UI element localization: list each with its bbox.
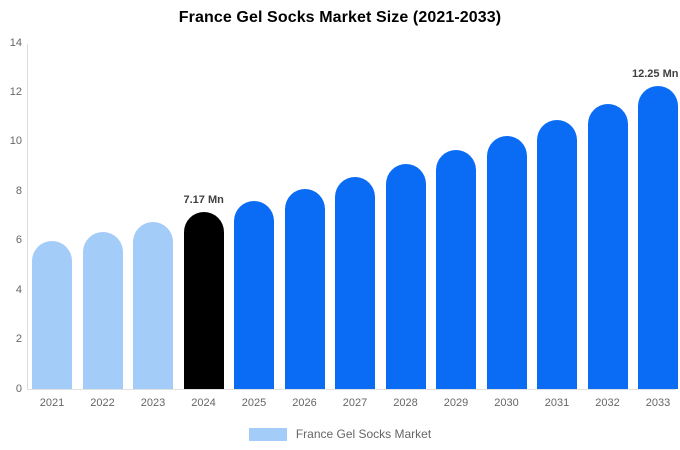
x-axis-labels: 2021 2022 2023 2024 2025 2026 2027 2028 2029 2030… [32,397,678,409]
y-tick-label: 0 [15,382,22,395]
bar-2024 [183,211,224,389]
x-tick-label: 2029 [443,397,469,409]
x-tick-label: 2033 [645,397,671,409]
x-tick-label: 2024 [191,397,216,409]
y-tick-label: 14 [9,36,22,49]
bar-2031 [537,120,577,389]
bar-2033 [638,86,678,389]
bar-value-label: 7.17 Mn [183,193,224,206]
x-tick-label: 2027 [342,397,368,409]
bar-2028 [385,164,426,389]
legend-label: France Gel Socks Market [295,427,432,441]
x-tick-label: 2022 [90,397,115,409]
bar-2032 [587,103,628,389]
legend-item[interactable]: France Gel Socks Market [0,427,680,441]
bar-2030 [486,135,527,389]
y-tick-label: 10 [9,135,22,148]
bar-2022 [82,231,123,389]
bar-2026 [284,189,325,389]
y-tick-label: 4 [15,283,22,296]
x-tick-label: 2025 [241,397,267,409]
bar-2027 [335,177,375,389]
bar-2023 [133,221,173,389]
y-axis-line [27,44,28,390]
x-tick-label: 2031 [544,397,570,409]
bar-value-label: 12.25 Mn [632,68,679,81]
y-tick-label: 2 [15,333,22,346]
x-tick-label: 2028 [393,397,418,409]
y-tick-label: 12 [9,85,22,98]
chart-title: France Gel Socks Market Size (2021-2033) [178,9,502,26]
x-tick-label: 2026 [292,397,317,409]
bar-2029 [436,150,476,389]
x-tick-label: 2030 [494,397,519,409]
bar-2025 [234,200,274,389]
x-tick-label: 2032 [595,397,620,409]
legend-swatch [248,427,287,441]
x-tick-label: 2023 [140,397,166,409]
y-tick-label: 8 [15,184,22,197]
x-axis-line [27,389,676,390]
x-tick-label: 2021 [39,397,65,409]
y-tick-label: 6 [15,234,22,247]
plot-bars [32,43,678,389]
bar-2021 [32,240,72,389]
